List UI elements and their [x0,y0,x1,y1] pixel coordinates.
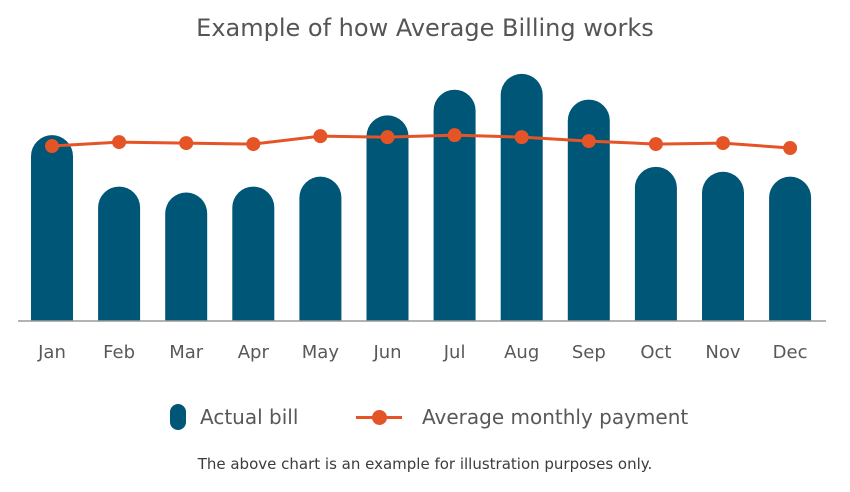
x-tick-jul: Jul [443,342,466,363]
x-tick-aug: Aug [504,342,539,363]
payment-point-jan [45,139,59,154]
legend-item-average-monthly-payment: Average monthly payment [356,400,688,434]
bar-jun [366,115,409,321]
legend-label-average-monthly-payment: Average monthly payment [422,405,689,429]
footnote: The above chart is an example for illust… [197,455,653,473]
bar-aug [500,73,543,321]
line-layer [45,128,798,156]
bar-dec [769,176,812,321]
payment-point-feb [112,135,127,150]
chart-plot: Jan Feb Mar Apr May Jun Jul Aug Sep Oct Nov Dec [18,73,826,363]
bar-may [299,176,342,321]
bar-feb [98,186,141,321]
bar-jan [31,135,73,321]
x-tick-may: May [302,342,340,363]
legend: Actual bill Average monthly payment [0,400,850,434]
x-tick-labels: Jan Feb Mar Apr May Jun Jul Aug Sep Oct Nov Dec [37,342,807,363]
bar-sep [567,99,610,321]
payment-point-may [313,129,328,144]
legend-item-actual-bill: Actual bill [170,400,298,434]
payment-point-sep [581,134,596,149]
x-tick-mar: Mar [169,342,204,363]
bar-jul [433,89,476,321]
x-tick-nov: Nov [705,342,740,363]
x-tick-apr: Apr [238,342,270,363]
x-tick-jan: Jan [37,342,66,363]
bar-mar [165,192,208,321]
average-payment-line [51,133,791,150]
x-tick-sep: Sep [572,342,606,363]
legend-label-actual-bill: Actual bill [200,405,299,429]
bar-apr [232,186,275,321]
x-tick-feb: Feb [103,342,135,363]
legend-dot [372,410,387,425]
payment-point-mar [179,136,194,151]
bars-layer [31,73,812,321]
bar-nov [702,171,744,321]
legend-line-swatch [356,404,402,430]
x-tick-oct: Oct [640,342,671,363]
payment-point-oct [648,137,663,152]
payment-point-nov [716,136,730,151]
chart-title: Example of how Average Billing works [196,14,654,42]
x-tick-jun: Jun [372,342,401,363]
legend-bar-swatch [170,404,186,430]
payment-point-apr [246,137,261,152]
payment-point-jul [447,128,462,143]
payment-point-dec [783,141,798,156]
x-tick-dec: Dec [773,342,808,363]
payment-point-jun [380,130,395,145]
bar-oct [634,166,677,321]
payment-point-aug [514,130,529,145]
